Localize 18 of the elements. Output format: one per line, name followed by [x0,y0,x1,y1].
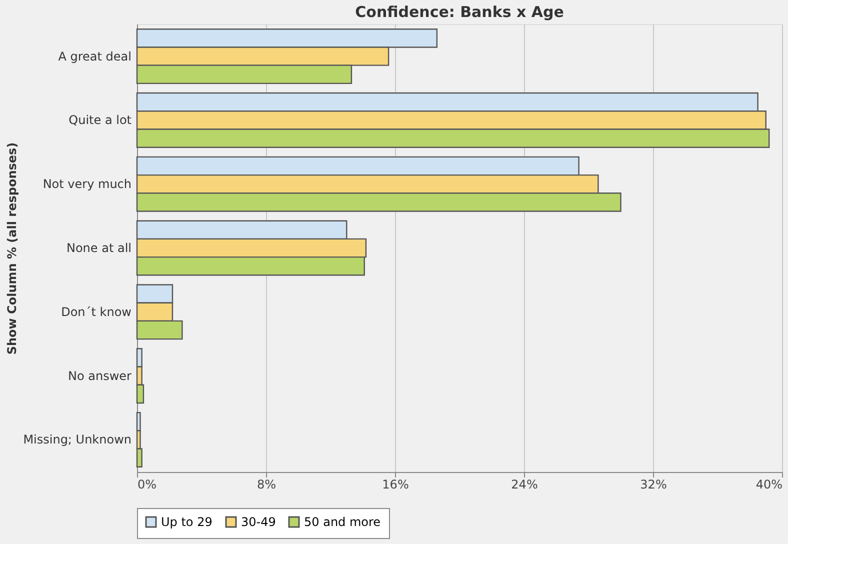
x-tick-label: 32% [640,478,667,492]
y-tick-label: Don´t know [61,304,132,319]
x-tick-label: 8% [256,478,276,492]
chart-title: Confidence: Banks x Age [355,3,564,21]
legend-label: 50 and more [304,515,381,529]
y-tick-label: Not very much [42,177,132,192]
y-tick-label: Missing; Unknown [23,432,132,447]
y-tick-label: Quite a lot [68,113,132,128]
y-tick-label: None at all [66,241,132,255]
legend-label: 30-49 [241,515,276,529]
y-tick-label: A great deal [58,49,132,64]
x-tick-label: 0% [138,478,157,492]
legend-label: Up to 29 [161,515,212,529]
x-tick-label: 24% [511,478,538,492]
x-tick-label: 40% [756,478,782,492]
y-tick-label: No answer [68,368,132,383]
x-tick-label: 16% [382,478,409,492]
y-axis-title: Show Column % (all responses) [5,142,20,355]
